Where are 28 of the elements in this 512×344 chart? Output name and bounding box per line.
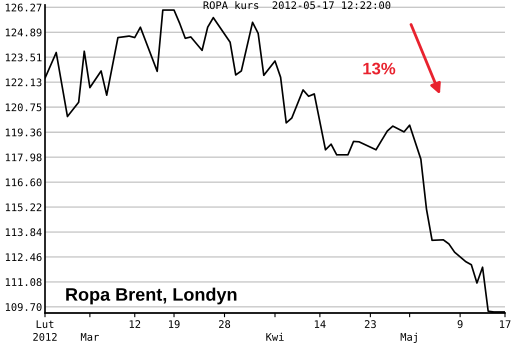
y-tick-label: 116.60 [6,178,42,186]
y-tick-label: 120.75 [6,103,42,112]
y-tick-label: 126.27 [6,4,42,12]
y-tick-label: 117.98 [6,153,42,162]
y-tick-label: 112.46 [6,253,42,262]
x-tick-label: 14 [314,320,326,328]
y-tick-label: 119.36 [6,128,42,136]
x2-tick-label: Maj [400,332,417,343]
x-tick-label: 19 [169,320,180,328]
annotation: Ropa Brent, Londyn [66,288,236,304]
x-tick-label: Lut [36,320,54,328]
y-tick-label: 111.08 [6,278,42,286]
x-tick-label: 28 [219,320,230,328]
y-tick-label: 109.70 [6,303,42,311]
y-tick-label: 115.22 [6,203,42,212]
x-tick-label: 17 [500,320,510,328]
annotation: 13% [363,62,396,74]
x-tick-label: 23 [364,320,376,328]
y-tick-label: 122.13 [6,78,42,86]
y-tick-label: 113.84 [6,228,42,236]
x-tick-label: 9 [458,320,463,328]
x-tick-label: 12 [130,320,140,328]
x2-tick-label: Mar [80,333,99,341]
x2-tick-label: 2012 [33,332,57,341]
y-tick-label: 123.51 [6,53,42,62]
chart-title: ROPA kurs 2012-05-17 12:22:00 [204,1,390,10]
x2-tick-label: Kwi [266,332,284,341]
y-tick-label: 124.89 [6,28,42,36]
